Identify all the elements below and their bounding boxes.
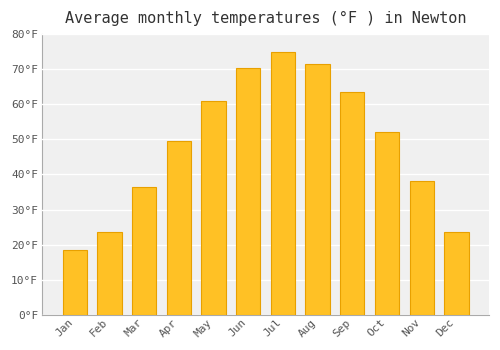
Bar <box>166 141 191 315</box>
Bar <box>98 232 122 315</box>
Title: Average monthly temperatures (°F ) in Newton: Average monthly temperatures (°F ) in Ne… <box>65 11 466 26</box>
Bar <box>271 52 295 315</box>
Bar <box>236 68 260 315</box>
Bar <box>306 64 330 315</box>
Bar <box>340 92 364 315</box>
Bar <box>410 182 434 315</box>
Bar <box>132 187 156 315</box>
Bar <box>375 132 399 315</box>
Bar <box>62 250 87 315</box>
Bar <box>202 101 226 315</box>
Bar <box>444 232 468 315</box>
